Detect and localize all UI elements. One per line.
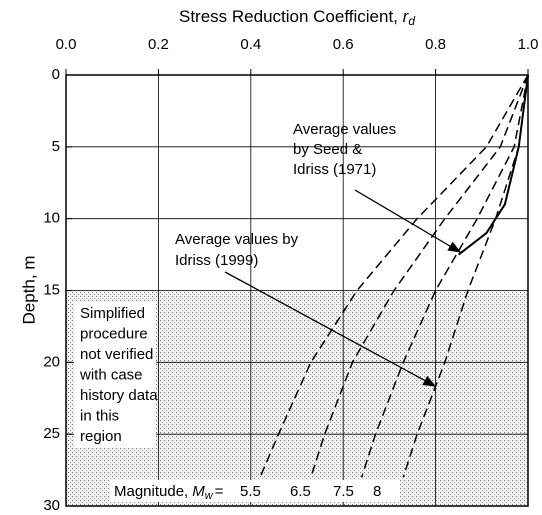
- y-tick-label: 20: [43, 353, 60, 370]
- x-tick-label: 1.0: [518, 36, 539, 53]
- chart-title: Stress Reduction Coefficient, rd: [179, 7, 415, 28]
- annotation-text: Average values by: [175, 231, 299, 248]
- note-background: [74, 302, 156, 448]
- curve: [259, 74, 529, 478]
- x-tick-label: 0.6: [333, 36, 354, 53]
- x-tick-label: 0.4: [240, 36, 261, 53]
- curve: [360, 74, 529, 478]
- plot-area: 0.0 0.2 0.4 0.6 0.8 1.0 0 5 10 15 20 25 30 Simplified…: [43, 36, 538, 514]
- magnitude-value: 5.5: [240, 483, 261, 500]
- annotation-text: Idriss (1971): [293, 161, 376, 178]
- magnitude-value: 7.5: [333, 483, 354, 500]
- annotation-text: with case: [79, 366, 143, 383]
- arrow: [224, 271, 437, 387]
- x-tick-label: 0.8: [425, 36, 446, 53]
- annotation-text: Idriss (1999): [175, 252, 258, 269]
- magnitude-value: 6.5: [290, 483, 311, 500]
- y-tick-label: 30: [43, 497, 60, 514]
- x-tick-label: 0.0: [56, 36, 77, 53]
- arrow: [354, 189, 462, 253]
- y-tick-label: 15: [43, 281, 60, 298]
- annotation-text: in this: [80, 407, 119, 424]
- annotation-text: not verified: [80, 346, 153, 363]
- magnitude-label: Magnitude, Mw =: [114, 483, 224, 502]
- y-axis-label: Depth, m: [19, 256, 38, 325]
- annotation-text: region: [80, 428, 122, 445]
- annotation-text: Simplified: [80, 305, 145, 322]
- curve: [310, 74, 529, 478]
- label-background: [110, 480, 400, 502]
- y-tick-label: 5: [52, 138, 60, 155]
- plot-frame: [65, 74, 529, 507]
- magnitude-value: 8: [373, 483, 381, 500]
- y-tick-label: 25: [43, 425, 60, 442]
- annotation-text: procedure: [80, 325, 148, 342]
- annotation-text: history data: [80, 387, 158, 404]
- y-tick-label: 0: [52, 66, 60, 83]
- curve: [458, 74, 529, 256]
- annotations: Average values by Seed & Idriss (1971) Aver…: [65, 74, 529, 507]
- y-tick-label: 10: [43, 210, 60, 227]
- annotation-text: by Seed &: [293, 141, 362, 158]
- annotation-text: Average values: [293, 121, 396, 138]
- x-tick-label: 0.2: [148, 36, 169, 53]
